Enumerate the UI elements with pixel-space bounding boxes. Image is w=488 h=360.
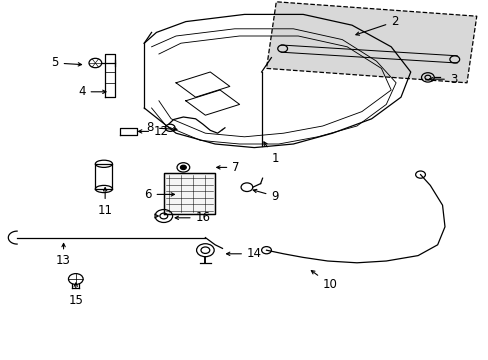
Text: 7: 7 xyxy=(216,161,239,174)
Polygon shape xyxy=(266,2,476,83)
Text: 3: 3 xyxy=(428,73,456,86)
Text: 15: 15 xyxy=(68,283,83,307)
Text: 2: 2 xyxy=(355,15,398,35)
Text: 12: 12 xyxy=(138,125,169,138)
Text: 9: 9 xyxy=(253,189,278,203)
Text: 6: 6 xyxy=(144,188,174,201)
Text: 10: 10 xyxy=(311,271,337,291)
Text: 4: 4 xyxy=(78,85,106,98)
Text: 8: 8 xyxy=(146,121,177,134)
Bar xyxy=(163,173,215,214)
Text: 16: 16 xyxy=(175,211,210,224)
Text: 13: 13 xyxy=(56,243,71,267)
Text: 5: 5 xyxy=(51,57,81,69)
Text: 14: 14 xyxy=(226,247,262,260)
Circle shape xyxy=(180,165,186,170)
Text: 11: 11 xyxy=(98,188,112,217)
Text: 1: 1 xyxy=(264,142,278,165)
